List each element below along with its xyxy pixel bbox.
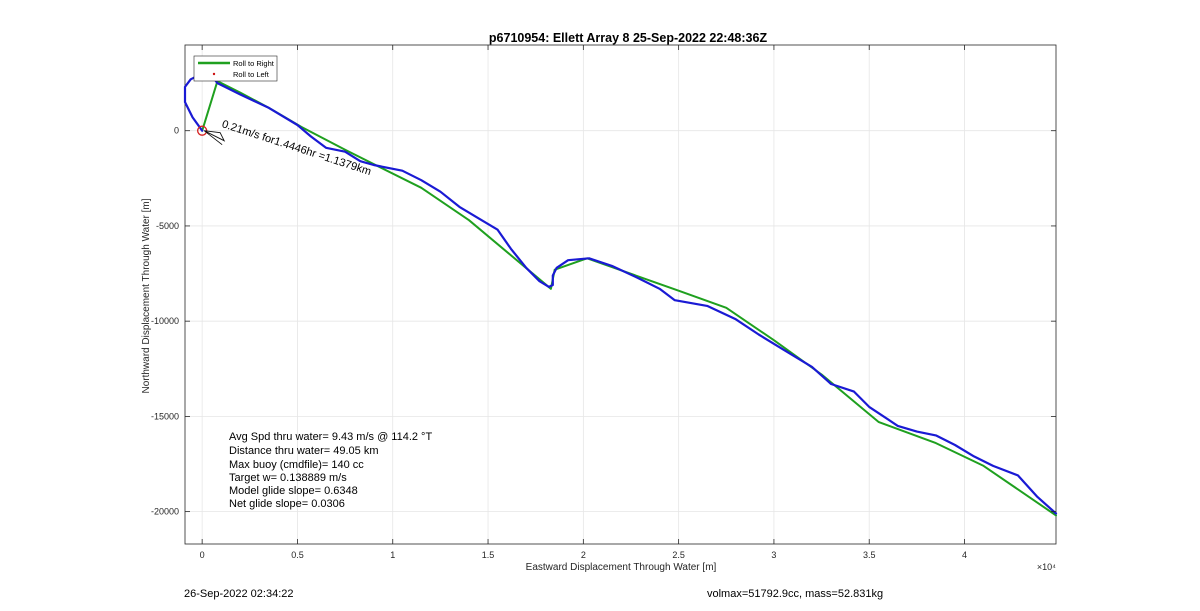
x-axis-exponent: ×10⁴: [1037, 562, 1056, 572]
footer-timestamp: 26-Sep-2022 02:34:22: [184, 588, 294, 600]
x-tick-label: 1: [390, 550, 395, 560]
x-tick-label: 3.5: [863, 550, 876, 560]
series-layer: [183, 72, 1058, 517]
chart-title: p6710954: Ellett Array 8 25-Sep-2022 22:…: [489, 31, 768, 45]
grid: [185, 45, 1056, 544]
y-axis-label: Northward Displacement Through Water [m]: [141, 198, 152, 393]
legend-label-roll-left: Roll to Left: [233, 70, 270, 79]
x-axis-label: Eastward Displacement Through Water [m]: [526, 562, 717, 573]
y-tick-label: -5000: [156, 221, 179, 231]
ticks-layer: 0 0.5 1 1.5 2 2.5 3 3.5 4 0 -5000 -10000 -15000 -2000…: [151, 45, 1056, 560]
x-tick-label: 3: [771, 550, 776, 560]
legend-label-roll-right: Roll to Right: [233, 59, 275, 68]
series-line-roll-to-left: [183, 72, 1058, 515]
drift-annotation: 0.21m/s for1.4446hr =1.1379km: [220, 118, 372, 178]
x-tick-label: 1.5: [482, 550, 495, 560]
stat-target-w: Target w= 0.138889 m/s: [229, 472, 347, 484]
y-tick-label: -15000: [151, 411, 179, 421]
legend-box: [193, 55, 278, 82]
stat-model-glide: Model glide slope= 0.6348: [229, 485, 358, 497]
plot-area-frame: [184, 44, 1057, 545]
stat-distance: Distance thru water= 49.05 km: [229, 445, 379, 457]
y-tick-label: -10000: [151, 316, 179, 326]
stat-max-buoy: Max buoy (cmdfile)= 140 cc: [229, 459, 364, 471]
stat-avg-speed: Avg Spd thru water= 9.43 m/s @ 114.2 °T: [229, 431, 432, 443]
drift-arrow: [203, 130, 226, 146]
stat-net-glide: Net glide slope= 0.0306: [229, 498, 345, 510]
x-tick-label: 0.5: [291, 550, 304, 560]
y-tick-label: 0: [174, 126, 179, 136]
legend: Roll to Right Roll to Left: [193, 55, 278, 82]
y-tick-label: -20000: [151, 507, 179, 517]
x-tick-label: 2.5: [672, 550, 685, 560]
footer-volmass: volmax=51792.9cc, mass=52.831kg: [707, 588, 884, 600]
x-tick-label: 0: [200, 550, 205, 560]
legend-swatch-roll-left: [212, 72, 216, 76]
x-tick-label: 4: [962, 550, 967, 560]
annotation-layer: 0.21m/s for1.4446hr =1.1379km: [197, 118, 373, 178]
stats-block: Avg Spd thru water= 9.43 m/s @ 114.2 °T …: [229, 431, 432, 510]
x-tick-label: 2: [581, 550, 586, 560]
